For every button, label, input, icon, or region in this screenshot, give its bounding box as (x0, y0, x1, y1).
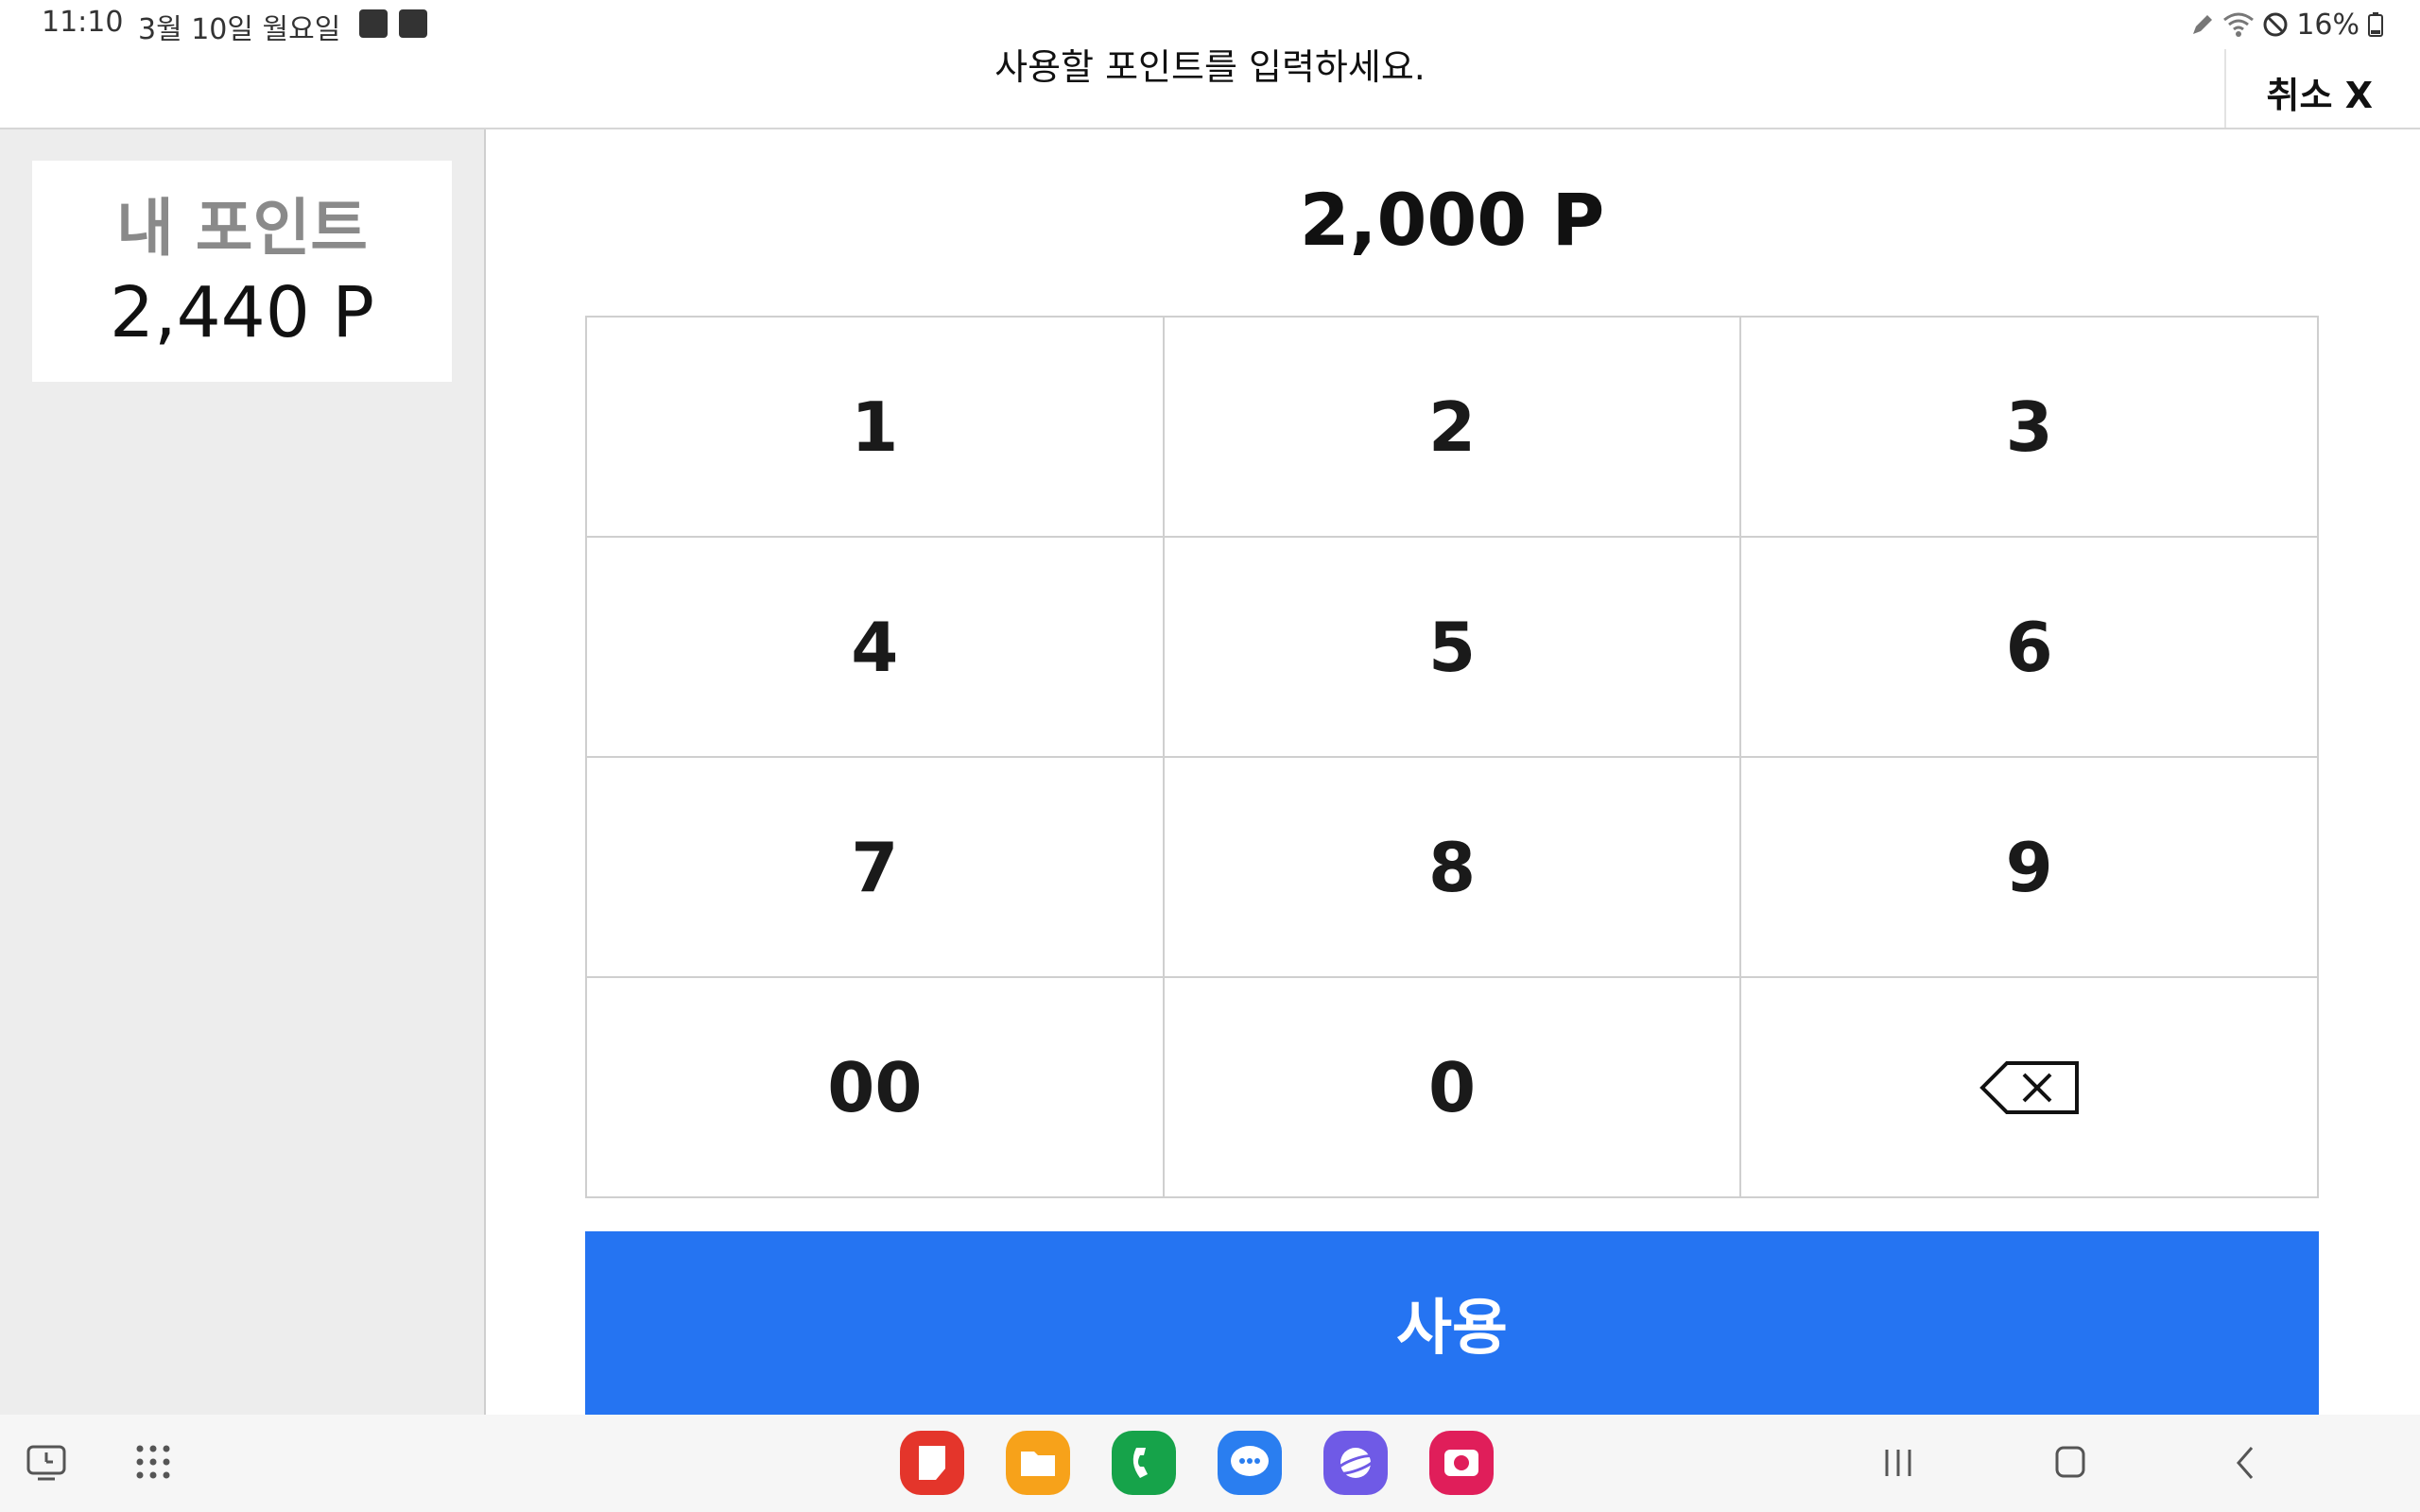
numeric-keypad: 1 2 3 4 5 6 7 8 9 00 0 (585, 316, 2319, 1198)
cancel-button[interactable]: 취소 X (2266, 75, 2373, 116)
status-time: 11:10 (42, 6, 124, 39)
key-3[interactable]: 3 (1741, 318, 2319, 538)
my-points-card: 내 포인트 2,440 P (32, 161, 452, 382)
messages-icon[interactable] (1218, 1431, 1282, 1495)
key-7[interactable]: 7 (587, 758, 1165, 978)
do-not-disturb-icon (2263, 12, 2288, 37)
key-00[interactable]: 00 (587, 978, 1165, 1198)
wifi-icon (2223, 12, 2255, 37)
key-1[interactable]: 1 (587, 318, 1165, 538)
back-icon[interactable] (2218, 1436, 2274, 1489)
backspace-key[interactable] (1741, 978, 2319, 1198)
notes-app-icon[interactable] (900, 1431, 964, 1495)
gallery-notification-icon (359, 9, 388, 38)
page-title: 사용할 포인트를 입력하세요. (994, 46, 1426, 88)
key-2[interactable]: 2 (1164, 318, 1742, 538)
my-points-value: 2,440 P (110, 272, 374, 353)
cancel-area (2224, 49, 2420, 129)
use-points-button[interactable]: 사용 (585, 1231, 2319, 1415)
home-icon[interactable] (2042, 1436, 2099, 1489)
key-4[interactable]: 4 (587, 538, 1165, 758)
status-bar: 11:10 3월 10일 월요일 16% (0, 0, 2420, 49)
my-files-icon[interactable] (1006, 1431, 1070, 1495)
app-drawer-icon[interactable] (134, 1443, 172, 1481)
phone-icon[interactable] (1112, 1431, 1176, 1495)
camera-icon[interactable] (1429, 1431, 1494, 1495)
backspace-icon (1979, 1060, 2079, 1114)
status-right: 16% (2190, 6, 2384, 43)
internet-icon[interactable] (1323, 1431, 1388, 1495)
checkbox-notification-icon (399, 9, 427, 38)
my-points-label: 내 포인트 (116, 192, 368, 265)
key-0[interactable]: 0 (1164, 978, 1742, 1198)
bottom-nav-bar (0, 1415, 2420, 1512)
point-input-display: 2,000 P (1299, 178, 1605, 262)
battery-icon (2368, 12, 2383, 37)
status-date: 3월 10일 월요일 (138, 13, 341, 46)
key-9[interactable]: 9 (1741, 758, 2319, 978)
key-5[interactable]: 5 (1164, 538, 1742, 758)
key-6[interactable]: 6 (1741, 538, 2319, 758)
battery-percentage: 16% (2296, 8, 2360, 42)
header-divider (0, 128, 2420, 129)
pen-icon (2193, 15, 2213, 34)
screen-clock-icon[interactable] (25, 1441, 68, 1485)
key-8[interactable]: 8 (1164, 758, 1742, 978)
recent-apps-icon[interactable] (1870, 1436, 1927, 1489)
